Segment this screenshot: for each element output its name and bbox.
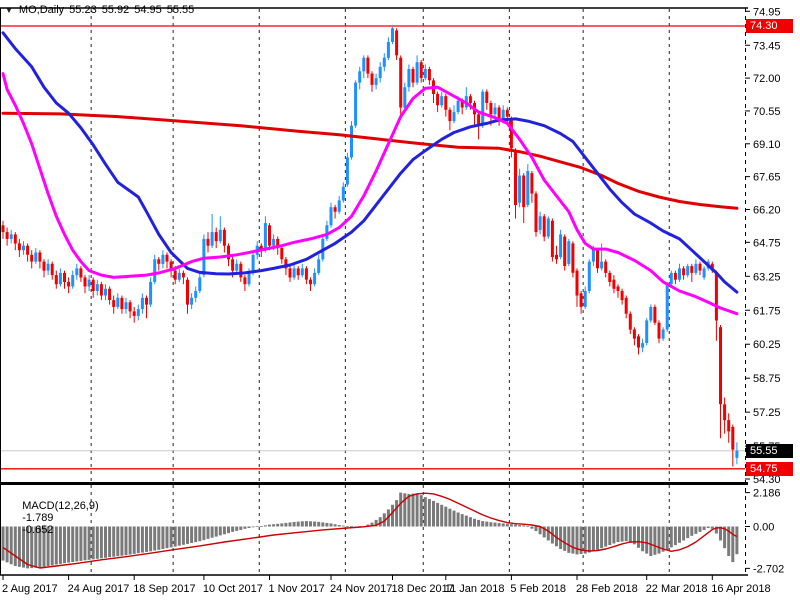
macd-signal-line <box>2 492 738 569</box>
time-tick-label: 18 Sep 2017 <box>133 583 195 595</box>
price-tick-label: 73.45 <box>753 40 781 52</box>
candles-layer <box>1 27 739 467</box>
macd-signal: -0.652 <box>22 524 54 536</box>
level-badge-upper: 74.30 <box>746 19 793 33</box>
time-tick-label: 1 Nov 2017 <box>269 583 325 595</box>
price-tick-label: 64.75 <box>753 237 781 249</box>
macd-histogram <box>1 492 739 569</box>
time-tick-label: 5 Feb 2018 <box>510 583 566 595</box>
price-tick-label: 69.10 <box>753 139 781 151</box>
macd-value: -1.789 <box>22 512 54 524</box>
readout-close: 55.55 <box>166 4 195 16</box>
pane-divider[interactable] <box>0 482 748 485</box>
price-tick-label: 74.95 <box>753 6 781 18</box>
current-price-badge: 55.55 <box>746 444 793 458</box>
ma-slow-red <box>1 111 739 210</box>
price-tick-label: 66.20 <box>753 204 781 216</box>
price-tick-label: 72.00 <box>753 73 781 85</box>
symbol-dropdown-icon[interactable]: ▼ <box>5 5 13 15</box>
readout-high: 55.92 <box>101 4 130 16</box>
readout-low: 54.95 <box>134 4 162 16</box>
price-tick-label: 60.25 <box>753 339 781 351</box>
chart-canvas[interactable] <box>0 8 745 575</box>
chart-title: ▼ MO,Daily 55.23 55.92 54.95 55.55 <box>5 3 199 17</box>
price-tick-label: 57.25 <box>753 407 781 419</box>
time-tick-label: 24 Aug 2017 <box>68 583 130 595</box>
level-badge-lower: 54.75 <box>746 462 793 476</box>
macd-tick-label: -2.702 <box>753 563 784 575</box>
price-tick-label: 63.25 <box>753 271 781 283</box>
time-tick-label: 10 Oct 2017 <box>203 583 263 595</box>
symbol-timeframe: MO,Daily <box>18 4 65 16</box>
macd-tick-label: 0.00 <box>753 522 774 534</box>
ma-fast-magenta <box>1 72 739 316</box>
price-tick-label: 67.65 <box>753 172 781 184</box>
macd-indicator-label: MACD(12,26,9) -1.789 -0.652 <box>10 488 103 548</box>
macd-name: MACD(12,26,9) <box>22 500 99 512</box>
price-tick-label: 61.75 <box>753 305 781 317</box>
time-tick-label: 28 Feb 2018 <box>576 583 638 595</box>
time-tick-label: 16 Apr 2018 <box>711 583 770 595</box>
macd-tick-label: 2.186 <box>753 488 781 500</box>
readout-open: 55.23 <box>69 4 97 16</box>
time-tick-label: 24 Nov 2017 <box>330 583 392 595</box>
price-tick-label: 70.55 <box>753 106 781 118</box>
time-tick-label: 2 Aug 2017 <box>2 583 58 595</box>
time-tick-label: 11 Jan 2018 <box>445 583 505 595</box>
time-tick-label: 18 Dec 2017 <box>392 583 454 595</box>
price-tick-label: 54.30 <box>753 474 781 486</box>
price-tick-label: 58.75 <box>753 373 781 385</box>
ma-mid-blue <box>1 31 739 294</box>
time-tick-label: 22 Mar 2018 <box>646 583 708 595</box>
